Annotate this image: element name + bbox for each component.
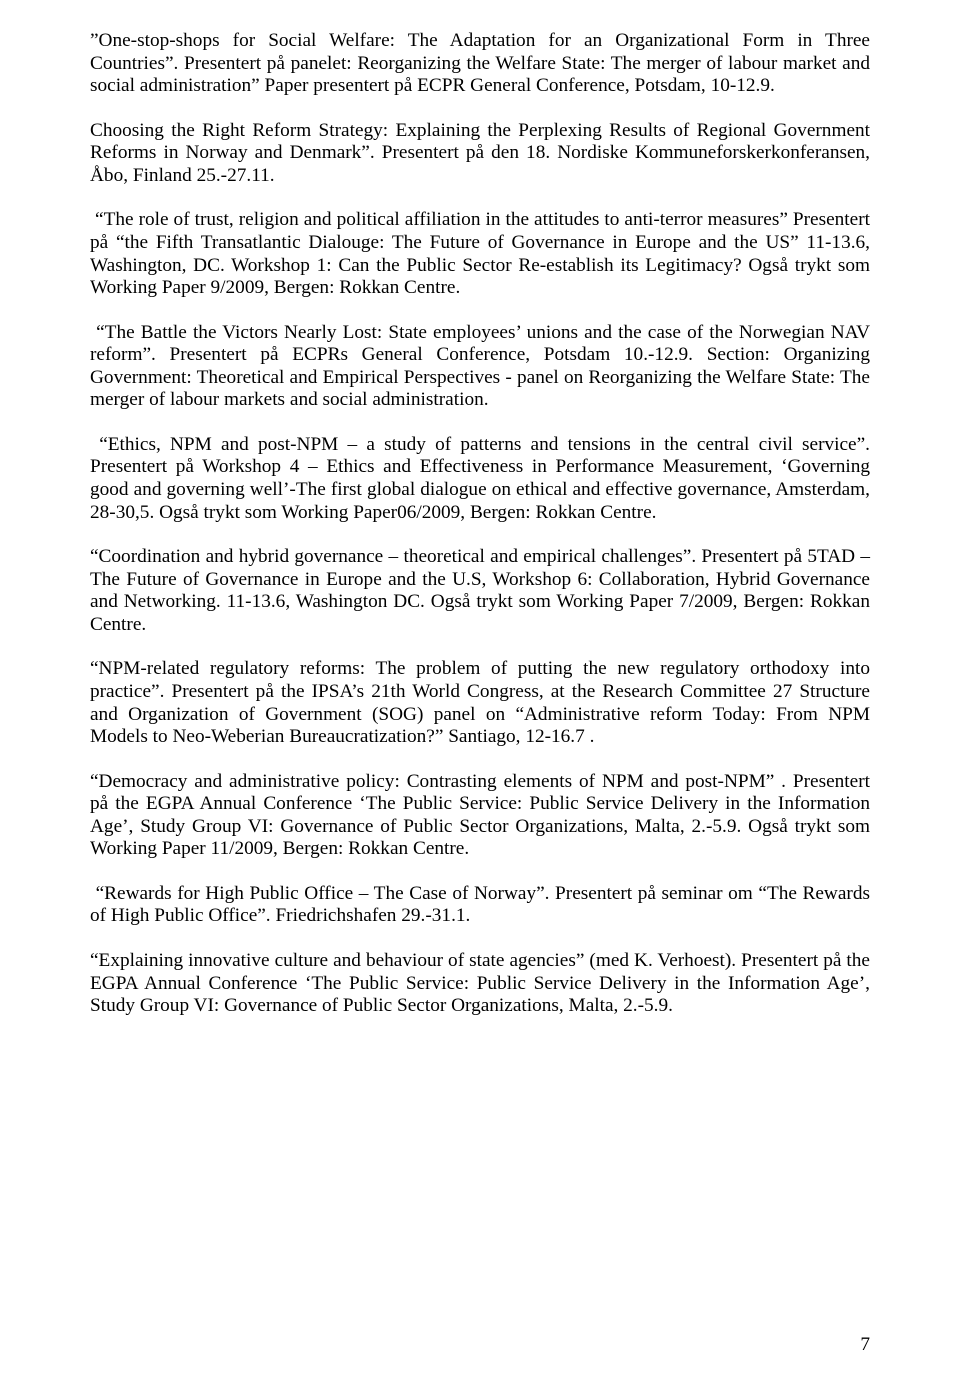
paragraph: “NPM-related regulatory reforms: The pro…: [90, 658, 870, 748]
document-page: ”One-stop-shops for Social Welfare: The …: [0, 0, 960, 1384]
paragraph: “Ethics, NPM and post-NPM – a study of p…: [90, 434, 870, 524]
paragraph: “Democracy and administrative policy: Co…: [90, 771, 870, 861]
page-number: 7: [860, 1334, 870, 1356]
paragraph: “The Battle the Victors Nearly Lost: Sta…: [90, 322, 870, 412]
paragraph: “Rewards for High Public Office – The Ca…: [90, 883, 870, 928]
paragraph: “Explaining innovative culture and behav…: [90, 950, 870, 1018]
paragraph: Choosing the Right Reform Strategy: Expl…: [90, 120, 870, 188]
paragraph: ”One-stop-shops for Social Welfare: The …: [90, 30, 870, 98]
paragraph: “The role of trust, religion and politic…: [90, 209, 870, 299]
paragraph: “Coordination and hybrid governance – th…: [90, 546, 870, 636]
